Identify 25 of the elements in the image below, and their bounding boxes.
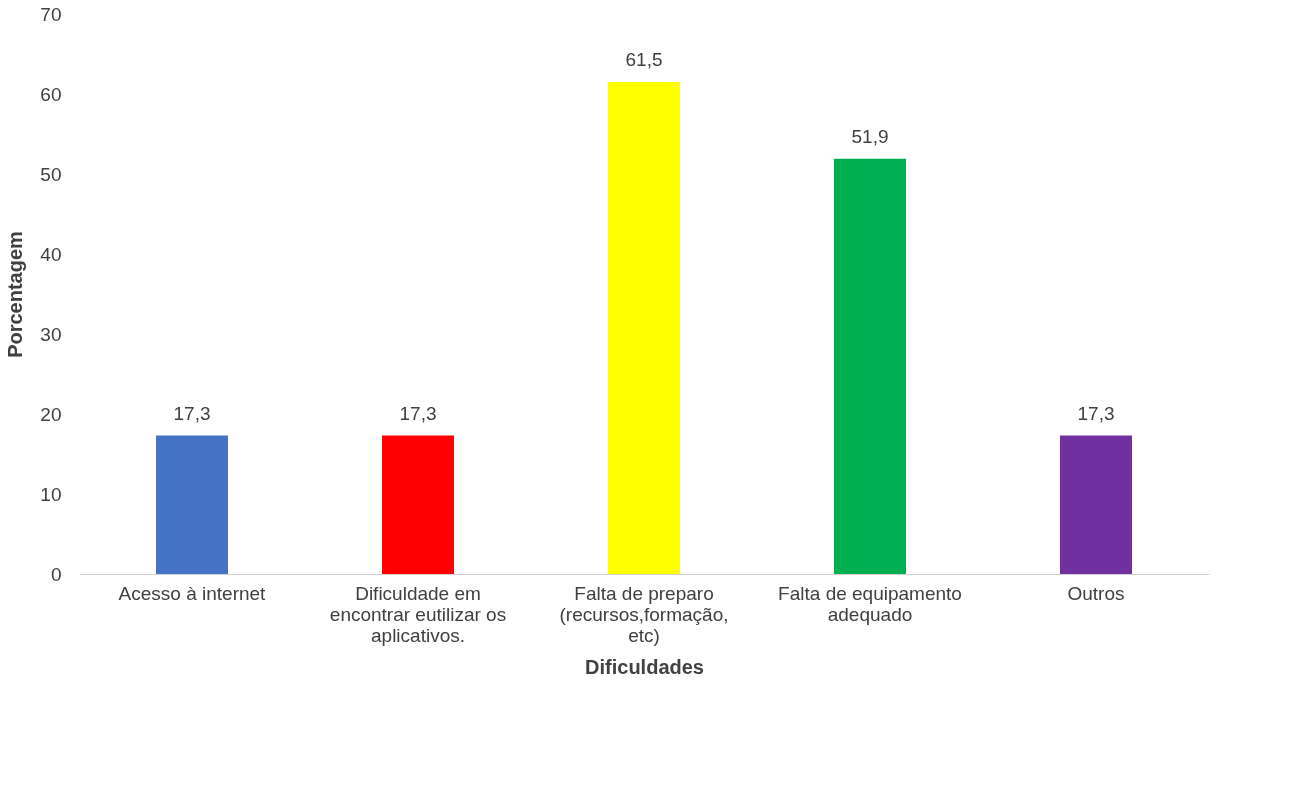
x-tick-label: Falta de preparo (recursos,formação, etc) [559, 582, 729, 646]
data-label: 17,3 [1077, 402, 1115, 424]
x-tick-label: Falta de equipamento adequado [778, 582, 962, 625]
bar [156, 435, 228, 574]
data-label: 17,3 [399, 402, 437, 424]
data-label: 17,3 [173, 402, 211, 424]
y-tick-label: 70 [40, 3, 62, 25]
y-tick-label: 0 [50, 563, 62, 585]
y-tick-label: 20 [40, 403, 62, 425]
y-tick-label: 60 [40, 83, 62, 105]
bar [1060, 435, 1132, 574]
x-axis-title: Dificuldades [585, 655, 704, 678]
y-axis-title: Porcentagem [4, 231, 27, 358]
y-tick-label: 50 [40, 163, 62, 185]
bar [834, 158, 906, 574]
x-tick-label: Outros [1067, 582, 1125, 604]
y-tick-label: 30 [40, 323, 62, 345]
bar [608, 82, 680, 574]
y-tick-label: 10 [40, 483, 62, 505]
y-tick-label: 40 [40, 243, 62, 265]
data-label: 51,9 [851, 125, 889, 147]
x-tick-label: Acesso à internet [118, 582, 267, 604]
bar [382, 435, 454, 574]
data-label: 61,5 [625, 49, 663, 70]
x-tick-label: Dificuldade em encontrar eutilizar os aplicativos. [329, 582, 507, 646]
